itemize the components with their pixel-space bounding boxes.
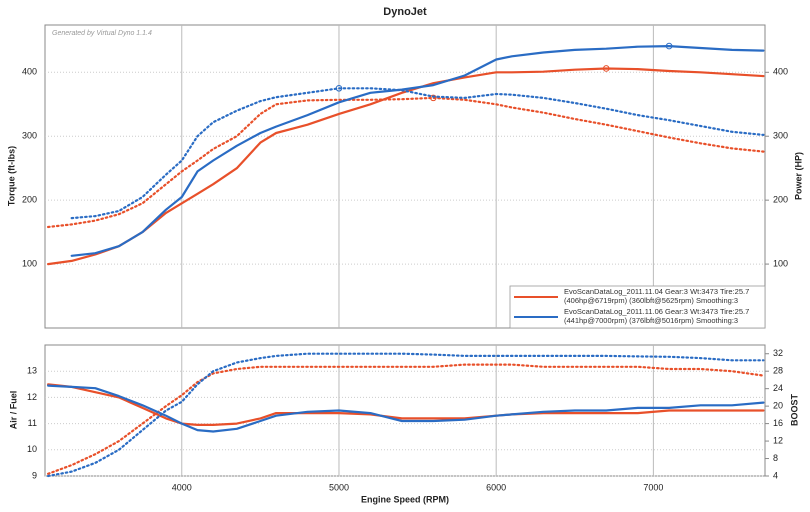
x-tick-label: 4000	[172, 482, 192, 492]
peak-marker	[665, 42, 673, 50]
y2-axis-label: Power (HP)	[793, 152, 803, 200]
x-axis-label: Engine Speed (RPM)	[361, 494, 449, 504]
y2-tick-label: 200	[773, 195, 788, 205]
y2-tick-label: 24	[773, 383, 783, 393]
y2-tick-label: 12	[773, 435, 783, 445]
line	[47, 67, 765, 266]
y-tick-label: 11	[28, 418, 37, 428]
dotted-line	[70, 87, 765, 220]
subtitle: Generated by Virtual Dyno 1.1.4	[52, 30, 152, 37]
legend: EvoScanDataLog_2011.11.04 Gear:3 Wt:3473…	[509, 285, 766, 329]
line	[70, 45, 765, 257]
dotted-line	[47, 363, 765, 475]
y2-tick-label: 32	[773, 348, 783, 358]
y-tick-label: 400	[22, 67, 37, 77]
legend-detail: (441hp@7000rpm) (376lbft@5016rpm) Smooth…	[564, 316, 738, 325]
chart-title: DynoJet	[383, 6, 427, 18]
y-tick-label: 100	[22, 258, 37, 268]
peak-marker	[335, 84, 343, 92]
y2-tick-label: 100	[773, 258, 788, 268]
y2-axis-label: BOOST	[789, 394, 799, 427]
x-tick-label: 7000	[643, 482, 663, 492]
y-axis-label: Air / Fuel	[8, 391, 18, 430]
y-tick-label: 12	[27, 392, 37, 402]
y2-tick-label: 20	[773, 401, 783, 411]
y2-tick-label: 300	[773, 131, 788, 141]
line	[47, 384, 765, 433]
y2-tick-label: 16	[773, 418, 783, 428]
dotted-line	[47, 96, 765, 229]
x-tick-label: 5000	[329, 482, 349, 492]
peak-marker	[602, 65, 610, 72]
y-tick-label: 9	[32, 470, 37, 480]
y2-tick-label: 8	[773, 453, 778, 463]
legend-box	[509, 285, 766, 329]
y2-tick-label: 400	[773, 67, 788, 77]
y-axis-label: Torque (ft-lbs)	[6, 146, 16, 206]
y-tick-label: 200	[22, 195, 37, 205]
y-tick-label: 10	[27, 444, 37, 454]
y-tick-label: 300	[22, 131, 37, 141]
y2-tick-label: 4	[773, 470, 778, 480]
line	[47, 383, 765, 426]
y2-tick-label: 28	[773, 366, 783, 376]
legend-detail: (406hp@6719rpm) (360lbft@5625rpm) Smooth…	[564, 296, 738, 305]
legend-label: EvoScanDataLog_2011.11.06 Gear:3 Wt:3473…	[564, 307, 749, 316]
dotted-line	[47, 352, 765, 478]
y-tick-label: 13	[27, 366, 37, 376]
peak-marker	[429, 94, 437, 102]
legend-label: EvoScanDataLog_2011.11.04 Gear:3 Wt:3473…	[564, 287, 749, 296]
x-tick-label: 6000	[486, 482, 506, 492]
